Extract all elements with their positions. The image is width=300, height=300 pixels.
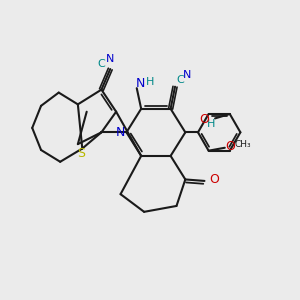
- Text: S: S: [77, 147, 85, 160]
- Text: CH₃: CH₃: [235, 140, 251, 149]
- Text: N: N: [136, 77, 145, 90]
- Text: H: H: [207, 119, 216, 129]
- Text: O: O: [199, 113, 209, 126]
- Text: N: N: [183, 70, 191, 80]
- Text: N: N: [106, 54, 114, 64]
- Text: C: C: [176, 75, 184, 85]
- Text: C: C: [97, 59, 105, 69]
- Text: O: O: [225, 140, 235, 153]
- Text: H: H: [146, 77, 154, 87]
- Text: O: O: [209, 173, 219, 186]
- Text: N: N: [115, 126, 125, 139]
